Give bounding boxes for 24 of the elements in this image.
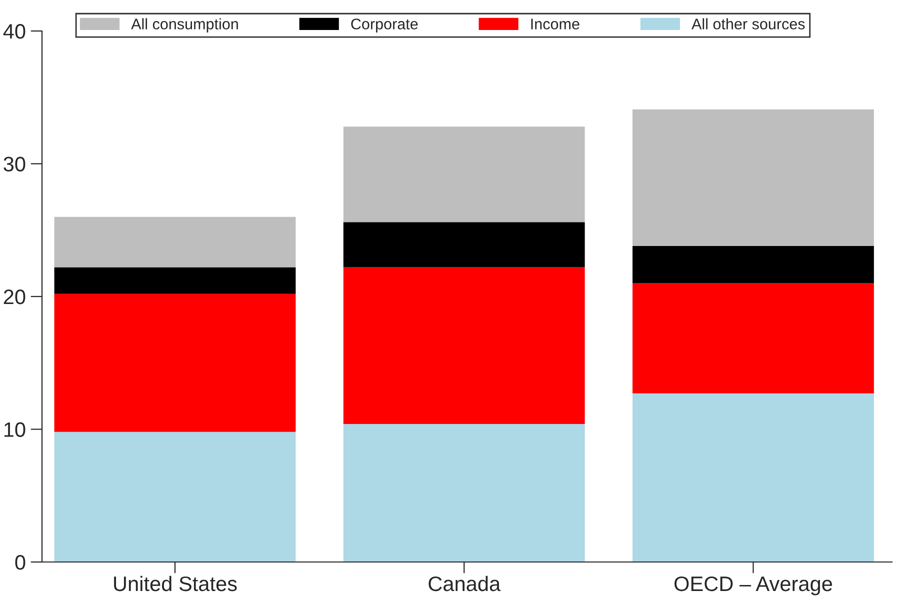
legend-label: All consumption (131, 18, 238, 32)
x-tick-label: United States (114, 576, 237, 592)
bar (343, 222, 585, 268)
bar (632, 283, 874, 394)
bar (54, 294, 296, 432)
bar (343, 267, 585, 424)
y-tick-label: 20 (4, 290, 26, 304)
y-tick-label: 0 (15, 555, 26, 570)
bar (632, 109, 874, 246)
bar (343, 126, 585, 222)
legend-label: Corporate (351, 18, 418, 32)
legend-label: Income (531, 18, 580, 30)
bar (54, 216, 296, 268)
bar (632, 246, 874, 284)
legend-label: All other sources (692, 18, 805, 30)
y-tick-label: 40 (3, 24, 26, 39)
y-tick-label: 10 (4, 422, 26, 438)
bar (343, 424, 585, 562)
bar (54, 432, 296, 562)
x-tick-label: Canada (428, 576, 501, 592)
bar (54, 267, 296, 294)
y-tick-label: 30 (4, 156, 26, 172)
bar (632, 393, 874, 562)
x-tick-label: OECD – Average (674, 576, 832, 596)
